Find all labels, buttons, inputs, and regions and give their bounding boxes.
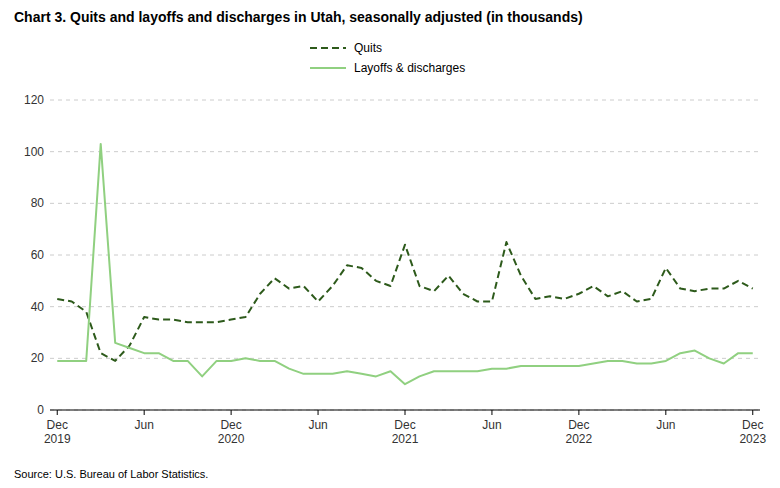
x-tick-label-line: Jun (482, 418, 501, 432)
x-tick-label: Jun (135, 418, 154, 432)
y-tick-label: 120 (24, 93, 44, 107)
x-tick-label-line: Jun (135, 418, 154, 432)
grid-line (50, 100, 760, 101)
x-tick (578, 410, 579, 415)
x-tick (665, 410, 666, 415)
x-tick-label-line: Dec (742, 418, 763, 432)
source: Source: U.S. Bureau of Labor Statistics. (14, 468, 208, 480)
x-tick-label-line: 2020 (218, 432, 245, 446)
series-line (57, 242, 753, 361)
y-tick-label: 60 (31, 248, 45, 262)
grid-line (50, 203, 760, 204)
x-tick-label: Dec2019 (44, 418, 71, 446)
x-tick (491, 410, 492, 415)
x-tick (405, 410, 406, 415)
chart: Chart 3. Quits and layoffs and discharge… (0, 0, 780, 488)
x-tick (752, 410, 753, 415)
x-tick-label: Jun (482, 418, 501, 432)
x-tick (318, 410, 319, 415)
y-axis: 0 20 40 60 80 100 120 (24, 93, 760, 417)
x-tick-label: Dec2020 (218, 418, 245, 446)
x-tick-label-line: Dec (394, 418, 415, 432)
grid-line (50, 255, 760, 256)
x-tick-label: Jun (656, 418, 675, 432)
legend-swatch (310, 47, 346, 49)
x-tick-label-line: 2022 (566, 432, 593, 446)
y-tick-label: 40 (31, 300, 45, 314)
x-tick-label-line: Dec (47, 418, 68, 432)
y-tick-label: 20 (31, 351, 45, 365)
grid-line (50, 151, 760, 152)
x-tick (144, 410, 145, 415)
series-line (57, 144, 753, 384)
x-tick-label: Dec2022 (566, 418, 593, 446)
x-tick-label-line: Dec (568, 418, 589, 432)
grid-line (50, 306, 760, 307)
x-tick-label-line: 2023 (739, 432, 766, 446)
x-axis: Dec2019JunDec2020JunDec2021JunDec2022Jun… (44, 410, 767, 446)
x-tick-label-line: Jun (656, 418, 675, 432)
x-tick (57, 410, 58, 415)
x-tick-label-line: 2019 (44, 432, 71, 446)
x-tick-label-line: Jun (308, 418, 327, 432)
y-tick-label: 100 (24, 145, 44, 159)
x-tick-label-line: Dec (220, 418, 241, 432)
legend-label: Layoffs & discharges (354, 61, 465, 75)
y-tick-label: 0 (37, 403, 44, 417)
title: Chart 3. Quits and layoffs and discharge… (14, 9, 583, 25)
x-tick-label-line: 2021 (392, 432, 419, 446)
legend: Quits Layoffs & discharges (310, 41, 465, 75)
x-tick-label: Jun (308, 418, 327, 432)
legend-swatch (310, 67, 346, 69)
lines (57, 144, 753, 384)
legend-label: Quits (354, 41, 382, 55)
grid-line (50, 358, 760, 359)
y-tick-label: 80 (31, 196, 45, 210)
x-tick-label: Dec2021 (392, 418, 419, 446)
x-tick-label: Dec2023 (739, 418, 766, 446)
x-tick (231, 410, 232, 415)
